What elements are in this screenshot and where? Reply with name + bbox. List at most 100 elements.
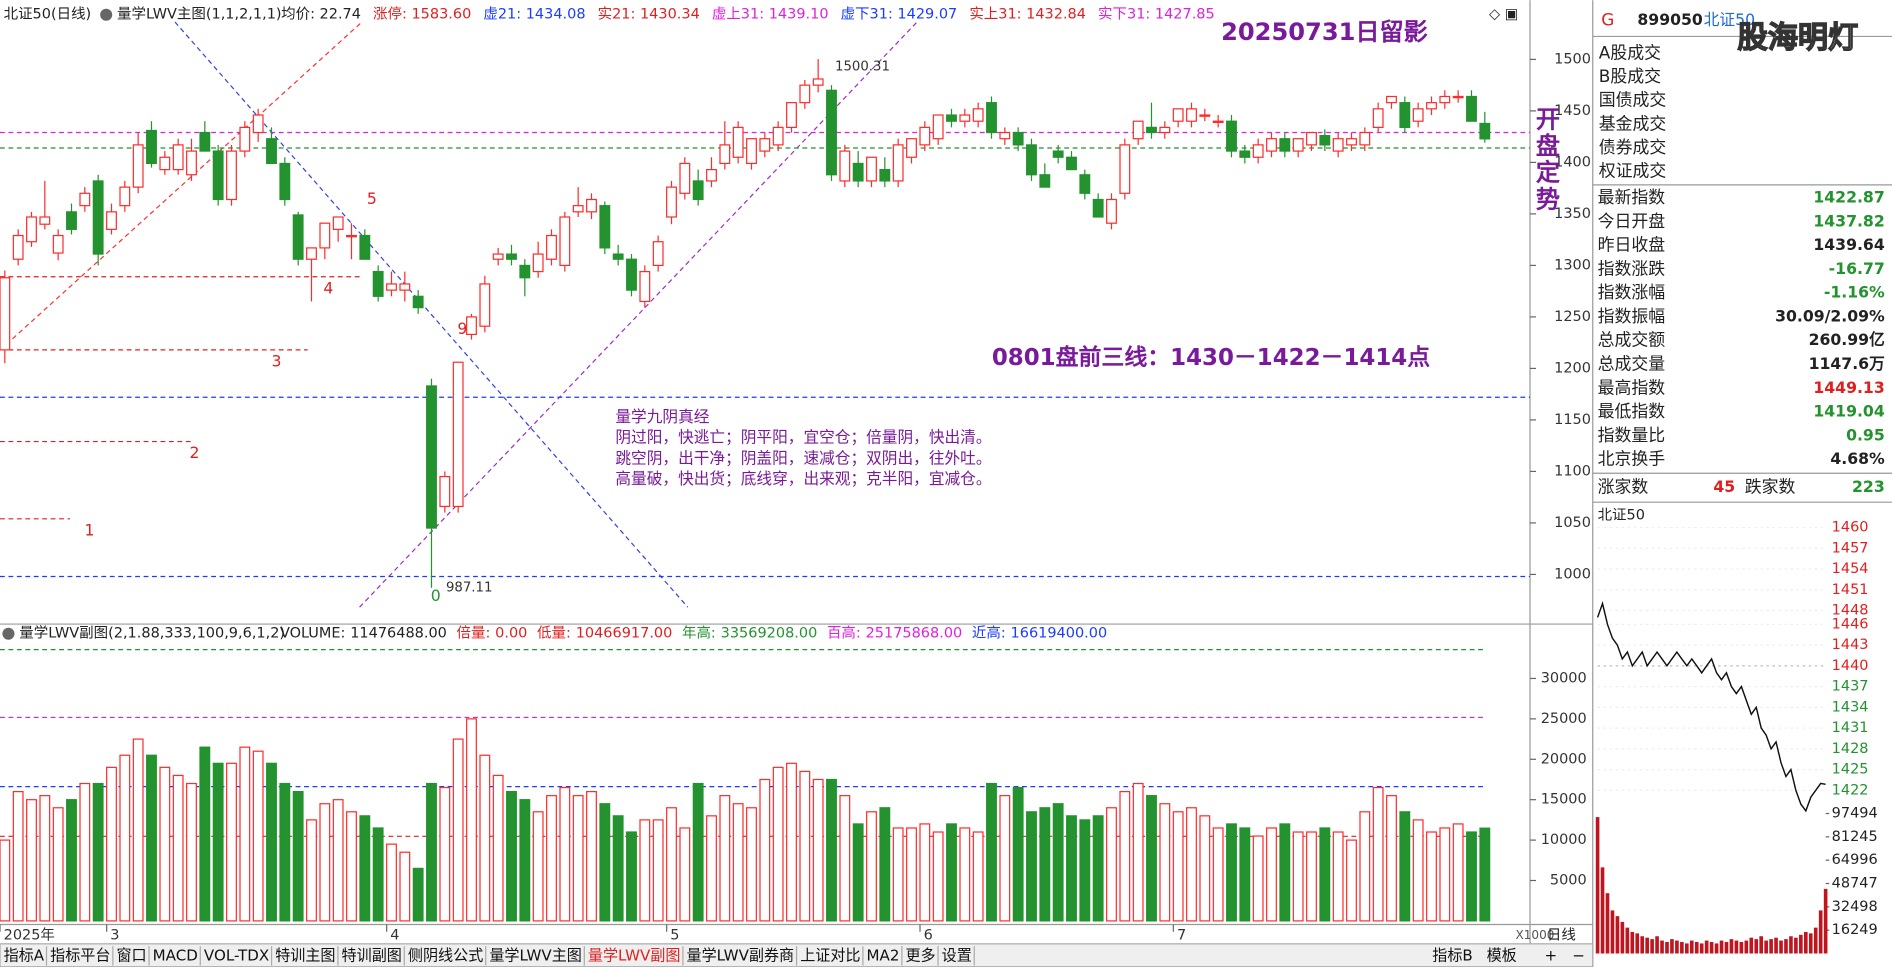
indicator-name[interactable]: 量学LWV副图(2,1.88,333,100,9,6,1,2) [19,625,285,642]
candle-body [239,126,251,152]
poem-line: 阴过阳，快逃亡；阴平阳，宜空仓；倍量阴，快出清。 [615,428,991,447]
y-tick-label: 1400 [1554,154,1591,170]
level-label: 2 [189,443,199,462]
zoom-button[interactable]: + [1544,946,1557,964]
intraday-volume-bar [1749,937,1754,954]
y-tick-label: 25000 [1541,711,1587,727]
quote-value: 30.09/2.09% [1775,306,1885,325]
y-tick-label: 1450 [1554,103,1591,119]
tab[interactable]: 指标A [4,946,45,964]
candle-body [1452,95,1464,99]
indicator-name[interactable]: 量学LWV主图(1,1,2,1,1) [117,6,282,23]
quote-label: 指数振幅 [1598,306,1666,326]
tab[interactable]: 上证对比 [800,946,860,964]
volume-bar [106,766,117,922]
indicator-icon[interactable] [2,627,15,640]
y-tick-label: 64996 [1832,852,1878,868]
y-tick-label: 15000 [1541,792,1587,808]
wave-label: 9 [457,319,467,338]
window-icons[interactable]: ◇ ▣ [1489,7,1518,23]
x-tick-label: 3 [110,927,119,943]
menu-item[interactable]: 债券成交 [1599,137,1667,157]
volume-bar [1399,811,1411,922]
candle-body [946,114,957,122]
candle-body [759,138,771,152]
period-label[interactable]: 日线 [1547,926,1576,943]
volume-bar [1172,811,1184,922]
intraday-volume-bar [1689,940,1694,954]
tab[interactable]: 设置 [942,946,972,964]
menu-item[interactable]: 基金成交 [1599,113,1667,133]
tab[interactable]: 窗口 [116,946,146,964]
volume-bar [386,843,397,922]
tab[interactable]: 量学LWV副图 [588,946,681,964]
volume-bar [279,782,291,922]
candle-body [1386,95,1397,104]
candle-body [706,169,717,182]
volume-bar [732,803,744,922]
candle-body [732,126,744,158]
quote-value: 260.99亿 [1809,330,1885,349]
candle-body [719,144,731,165]
high-label: 1500.31 [835,59,890,74]
intraday-volume-bar [1739,941,1744,954]
volume-bar [652,819,664,922]
menu-item[interactable]: A股成交 [1599,42,1661,62]
candle-body [439,475,451,508]
volume-bar [412,867,424,922]
volume-bar [239,746,251,922]
tab[interactable]: 量学LWV副券商 [687,946,795,964]
tab[interactable]: MA2 [867,946,900,964]
menu-item[interactable]: B股成交 [1599,66,1661,86]
y-tick-label: 1440 [1832,658,1869,674]
candle-body [279,162,291,201]
volume-bar [346,811,357,922]
menu-item[interactable]: 权证成交 [1599,161,1667,181]
candle-body [1252,144,1264,158]
tab[interactable]: VOL-TDX [204,946,269,964]
intraday-volume-bar [1769,939,1773,954]
tab[interactable]: 特训主图 [275,946,335,964]
candle-body [639,270,651,303]
candle-body [1199,114,1211,117]
candle-body [359,234,371,260]
intraday-volume-bar [1744,940,1749,954]
stat-name: 倍量: [457,625,491,642]
header-item: 虚下31: 1429.07 [841,6,958,23]
volume-bar [1106,807,1117,922]
candle-body [1226,120,1237,152]
candle-body [332,216,344,230]
candle-body [1279,138,1291,152]
y-tick-label: 97494 [1832,806,1878,822]
tab[interactable]: MACD [153,946,198,964]
indicator-icon[interactable] [100,8,113,21]
candle-body [906,138,917,158]
tab[interactable]: 指标平台 [50,946,110,964]
intraday-volume-bar [1774,937,1778,954]
intraday-volume-bar [1709,941,1714,954]
volume-bar [1332,831,1344,922]
candle-body [932,114,944,140]
tab[interactable]: 特训副图 [342,946,402,964]
candle-body [1319,135,1331,146]
y-tick-label: 1422 [1832,782,1869,798]
tab[interactable]: 模板 [1487,946,1517,964]
y-tick-label: 5000 [1550,872,1587,888]
candle-body [666,186,677,218]
volume-bar [692,782,704,922]
menu-item[interactable]: 国债成交 [1599,90,1667,110]
tab[interactable]: 指标B [1432,946,1473,964]
zoom-button[interactable]: − [1572,946,1585,964]
volume-bar [92,782,104,922]
intraday-volume-bar [1670,939,1674,954]
breadth-label: 跌家数 [1745,477,1796,497]
tab[interactable]: 更多 [905,946,935,964]
y-tick-label: 1428 [1832,741,1869,757]
intraday-volume-bar [1645,937,1649,954]
volume-bar [292,791,304,922]
volume-bar [1199,815,1211,922]
volume-bar [866,811,877,922]
y-tick-label: 1451 [1832,582,1869,598]
tab[interactable]: 侧阴线公式 [408,946,483,964]
tab[interactable]: 量学LWV主图 [489,946,582,964]
